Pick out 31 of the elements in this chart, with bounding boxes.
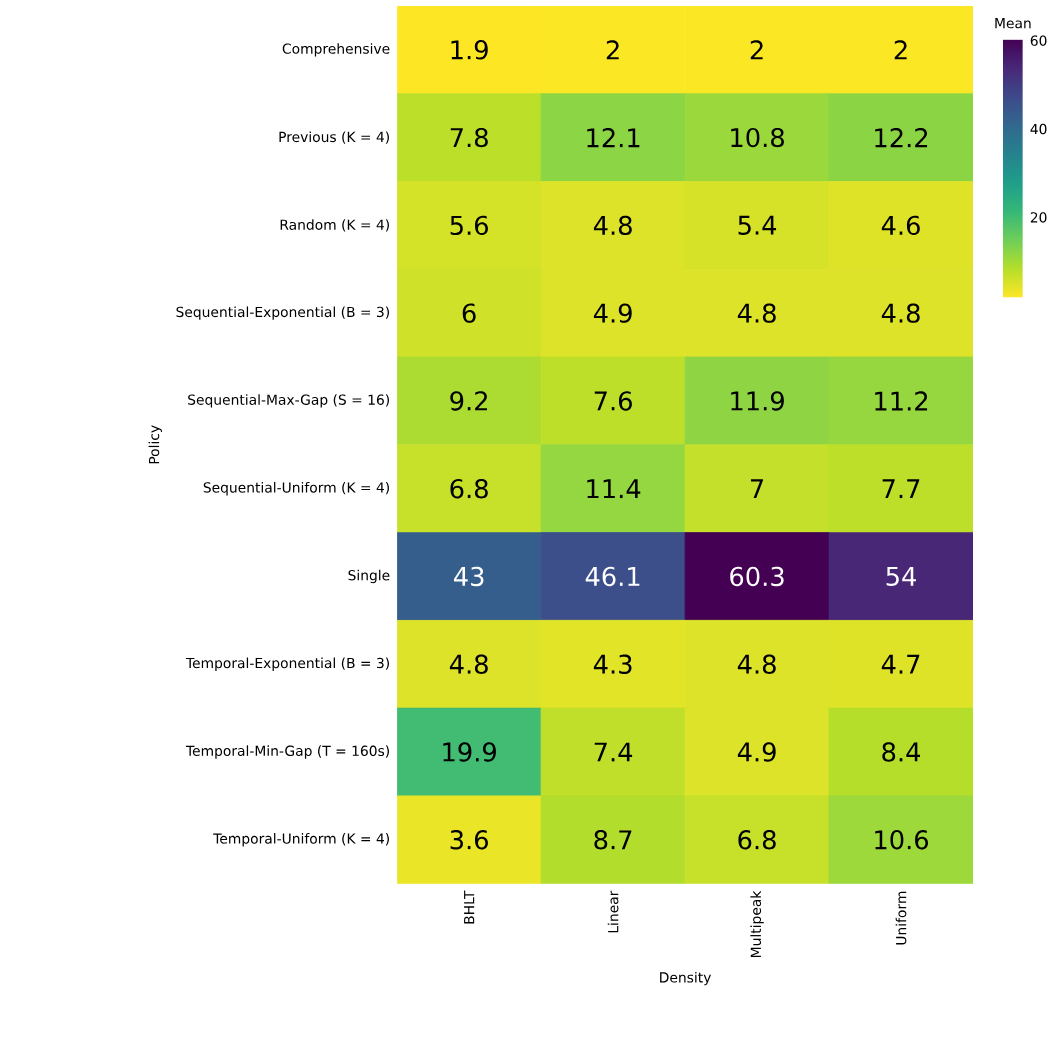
data-label: 8.4 — [882, 742, 921, 762]
data-label: 11.9 — [731, 390, 784, 411]
data-label: 3.6 — [450, 829, 488, 850]
data-label: 4.8 — [737, 303, 776, 323]
data-label: 12.1 — [587, 127, 640, 147]
data-label: 2 — [894, 40, 907, 60]
data-label: 4.7 — [881, 654, 920, 674]
data-label: 4.8 — [737, 654, 776, 674]
data-label: 7.6 — [594, 390, 632, 411]
data-label: 19.9 — [443, 742, 496, 762]
data-label: 11.2 — [875, 391, 928, 411]
data-label: 9.2 — [450, 390, 487, 411]
data-label: 7.4 — [594, 742, 633, 762]
data-label: 4.6 — [881, 215, 920, 235]
data-label: 5.4 — [738, 215, 777, 235]
data-label: 60.3 — [730, 566, 784, 586]
data-label: 4.3 — [593, 654, 632, 674]
data-label: 10.8 — [731, 127, 784, 148]
data-label: 7 — [750, 479, 764, 498]
data-label: 4.8 — [449, 654, 488, 674]
data-label: 4.8 — [881, 303, 920, 323]
data-label: 4.8 — [593, 215, 632, 235]
data-label: 6 — [462, 303, 476, 323]
data-label: 4.9 — [593, 303, 632, 323]
data-label: 5.6 — [450, 215, 488, 235]
data-label: 7.7 — [882, 479, 920, 498]
data-label: 10.6 — [875, 829, 929, 850]
data-label: 1.9 — [451, 39, 488, 60]
data-label: 11.4 — [587, 479, 641, 498]
data-label: 46.1 — [585, 566, 640, 586]
data-label: 4.9 — [737, 742, 776, 762]
